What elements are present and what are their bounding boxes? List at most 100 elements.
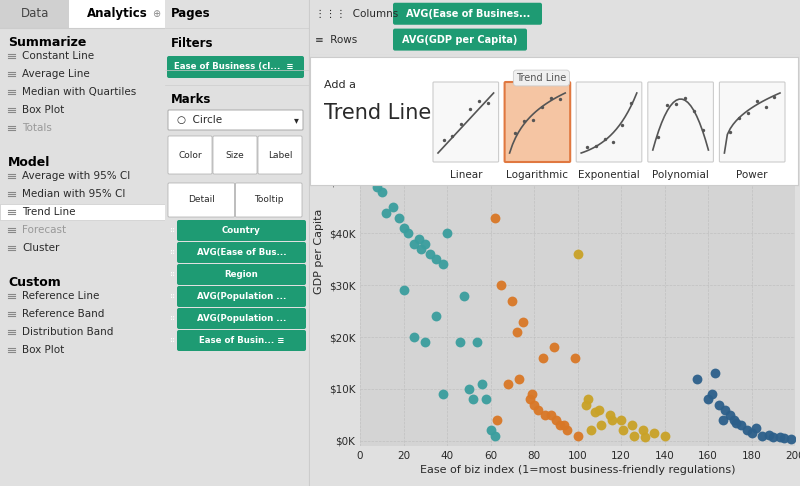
Point	[554, 95, 566, 103]
Text: Logarithmic: Logarithmic	[506, 170, 568, 180]
Text: Model: Model	[8, 156, 50, 169]
Point	[616, 122, 629, 129]
Text: AVG(GDP per Capita): AVG(GDP per Capita)	[402, 35, 518, 45]
Point	[638, 433, 651, 440]
Point	[734, 421, 747, 429]
FancyBboxPatch shape	[393, 29, 527, 51]
Point	[582, 396, 594, 403]
Text: AVG(Ease of Bus...: AVG(Ease of Bus...	[197, 248, 286, 257]
Point	[767, 433, 780, 440]
Bar	[0, 0, 165, 28]
FancyBboxPatch shape	[177, 286, 306, 307]
Text: Reference Band: Reference Band	[22, 309, 104, 319]
Point	[380, 208, 393, 216]
Text: Tooltip: Tooltip	[254, 195, 283, 205]
FancyBboxPatch shape	[177, 308, 306, 329]
Point	[495, 281, 508, 289]
Point	[647, 429, 660, 437]
Text: Data: Data	[21, 7, 49, 20]
FancyBboxPatch shape	[177, 242, 306, 263]
Point	[750, 424, 762, 432]
Point	[745, 429, 758, 437]
Text: Reference Line: Reference Line	[22, 291, 99, 301]
Text: Label: Label	[268, 151, 292, 159]
Text: ○  Circle: ○ Circle	[177, 115, 222, 125]
Text: Summarize: Summarize	[8, 36, 86, 49]
Point	[713, 400, 726, 408]
Point	[607, 138, 620, 146]
Text: Size: Size	[226, 151, 244, 159]
Text: Color: Color	[178, 151, 202, 159]
Point	[652, 133, 665, 140]
FancyBboxPatch shape	[168, 136, 212, 174]
Point	[554, 421, 566, 429]
Text: Constant Line: Constant Line	[22, 51, 94, 61]
Point	[697, 126, 710, 134]
Point	[778, 434, 790, 442]
Point	[482, 99, 494, 107]
FancyBboxPatch shape	[177, 264, 306, 285]
Bar	[0, 0, 70, 28]
Text: ⠿: ⠿	[170, 227, 175, 233]
Text: ⊕: ⊕	[152, 9, 160, 19]
Text: Country: Country	[222, 226, 261, 235]
Point	[728, 416, 741, 424]
Text: Detail: Detail	[188, 195, 214, 205]
Point	[762, 431, 775, 438]
Point	[517, 318, 530, 326]
Point	[408, 333, 421, 341]
Point	[545, 411, 558, 419]
Point	[741, 427, 754, 434]
Text: Ease of Busin... ≡: Ease of Busin... ≡	[198, 336, 284, 345]
Point	[614, 416, 627, 424]
Point	[466, 396, 479, 403]
Point	[414, 245, 427, 253]
Point	[598, 135, 611, 143]
Text: Trend Line: Trend Line	[22, 207, 75, 217]
Point	[750, 97, 763, 105]
Point	[571, 250, 584, 258]
Point	[538, 411, 551, 419]
Point	[455, 120, 468, 128]
Point	[419, 240, 432, 247]
Point	[526, 390, 538, 398]
Point	[365, 84, 378, 92]
FancyBboxPatch shape	[576, 82, 642, 162]
Text: Analytics: Analytics	[86, 7, 147, 20]
Point	[430, 312, 442, 320]
Point	[536, 354, 549, 362]
Text: Filters: Filters	[171, 37, 214, 51]
Point	[606, 416, 618, 424]
Point	[702, 396, 714, 403]
Point	[544, 94, 557, 102]
Point	[518, 117, 530, 125]
Text: ▾: ▾	[294, 115, 298, 125]
Y-axis label: GDP per Capita: GDP per Capita	[314, 209, 325, 294]
Point	[690, 375, 703, 382]
Point	[617, 427, 630, 434]
Point	[626, 421, 638, 429]
Text: ⠿: ⠿	[170, 294, 175, 299]
Text: Cluster: Cluster	[22, 243, 59, 253]
Point	[397, 287, 410, 295]
Text: Box Plot: Box Plot	[22, 345, 64, 355]
Text: ⋮⋮⋮  Columns: ⋮⋮⋮ Columns	[315, 9, 398, 19]
FancyBboxPatch shape	[393, 3, 542, 25]
FancyBboxPatch shape	[648, 82, 714, 162]
Point	[590, 142, 602, 150]
Bar	[0, 204, 165, 220]
Text: Forecast: Forecast	[22, 225, 66, 235]
Point	[441, 229, 454, 237]
Point	[475, 380, 488, 388]
Point	[589, 408, 602, 416]
Point	[774, 434, 786, 441]
Text: ⠿: ⠿	[170, 337, 175, 344]
Point	[756, 432, 769, 439]
Point	[419, 338, 432, 346]
Point	[661, 101, 674, 108]
Point	[687, 107, 700, 115]
Text: Median with Quartiles: Median with Quartiles	[22, 87, 136, 97]
Point	[528, 400, 541, 408]
Point	[730, 419, 742, 427]
Point	[580, 143, 593, 151]
